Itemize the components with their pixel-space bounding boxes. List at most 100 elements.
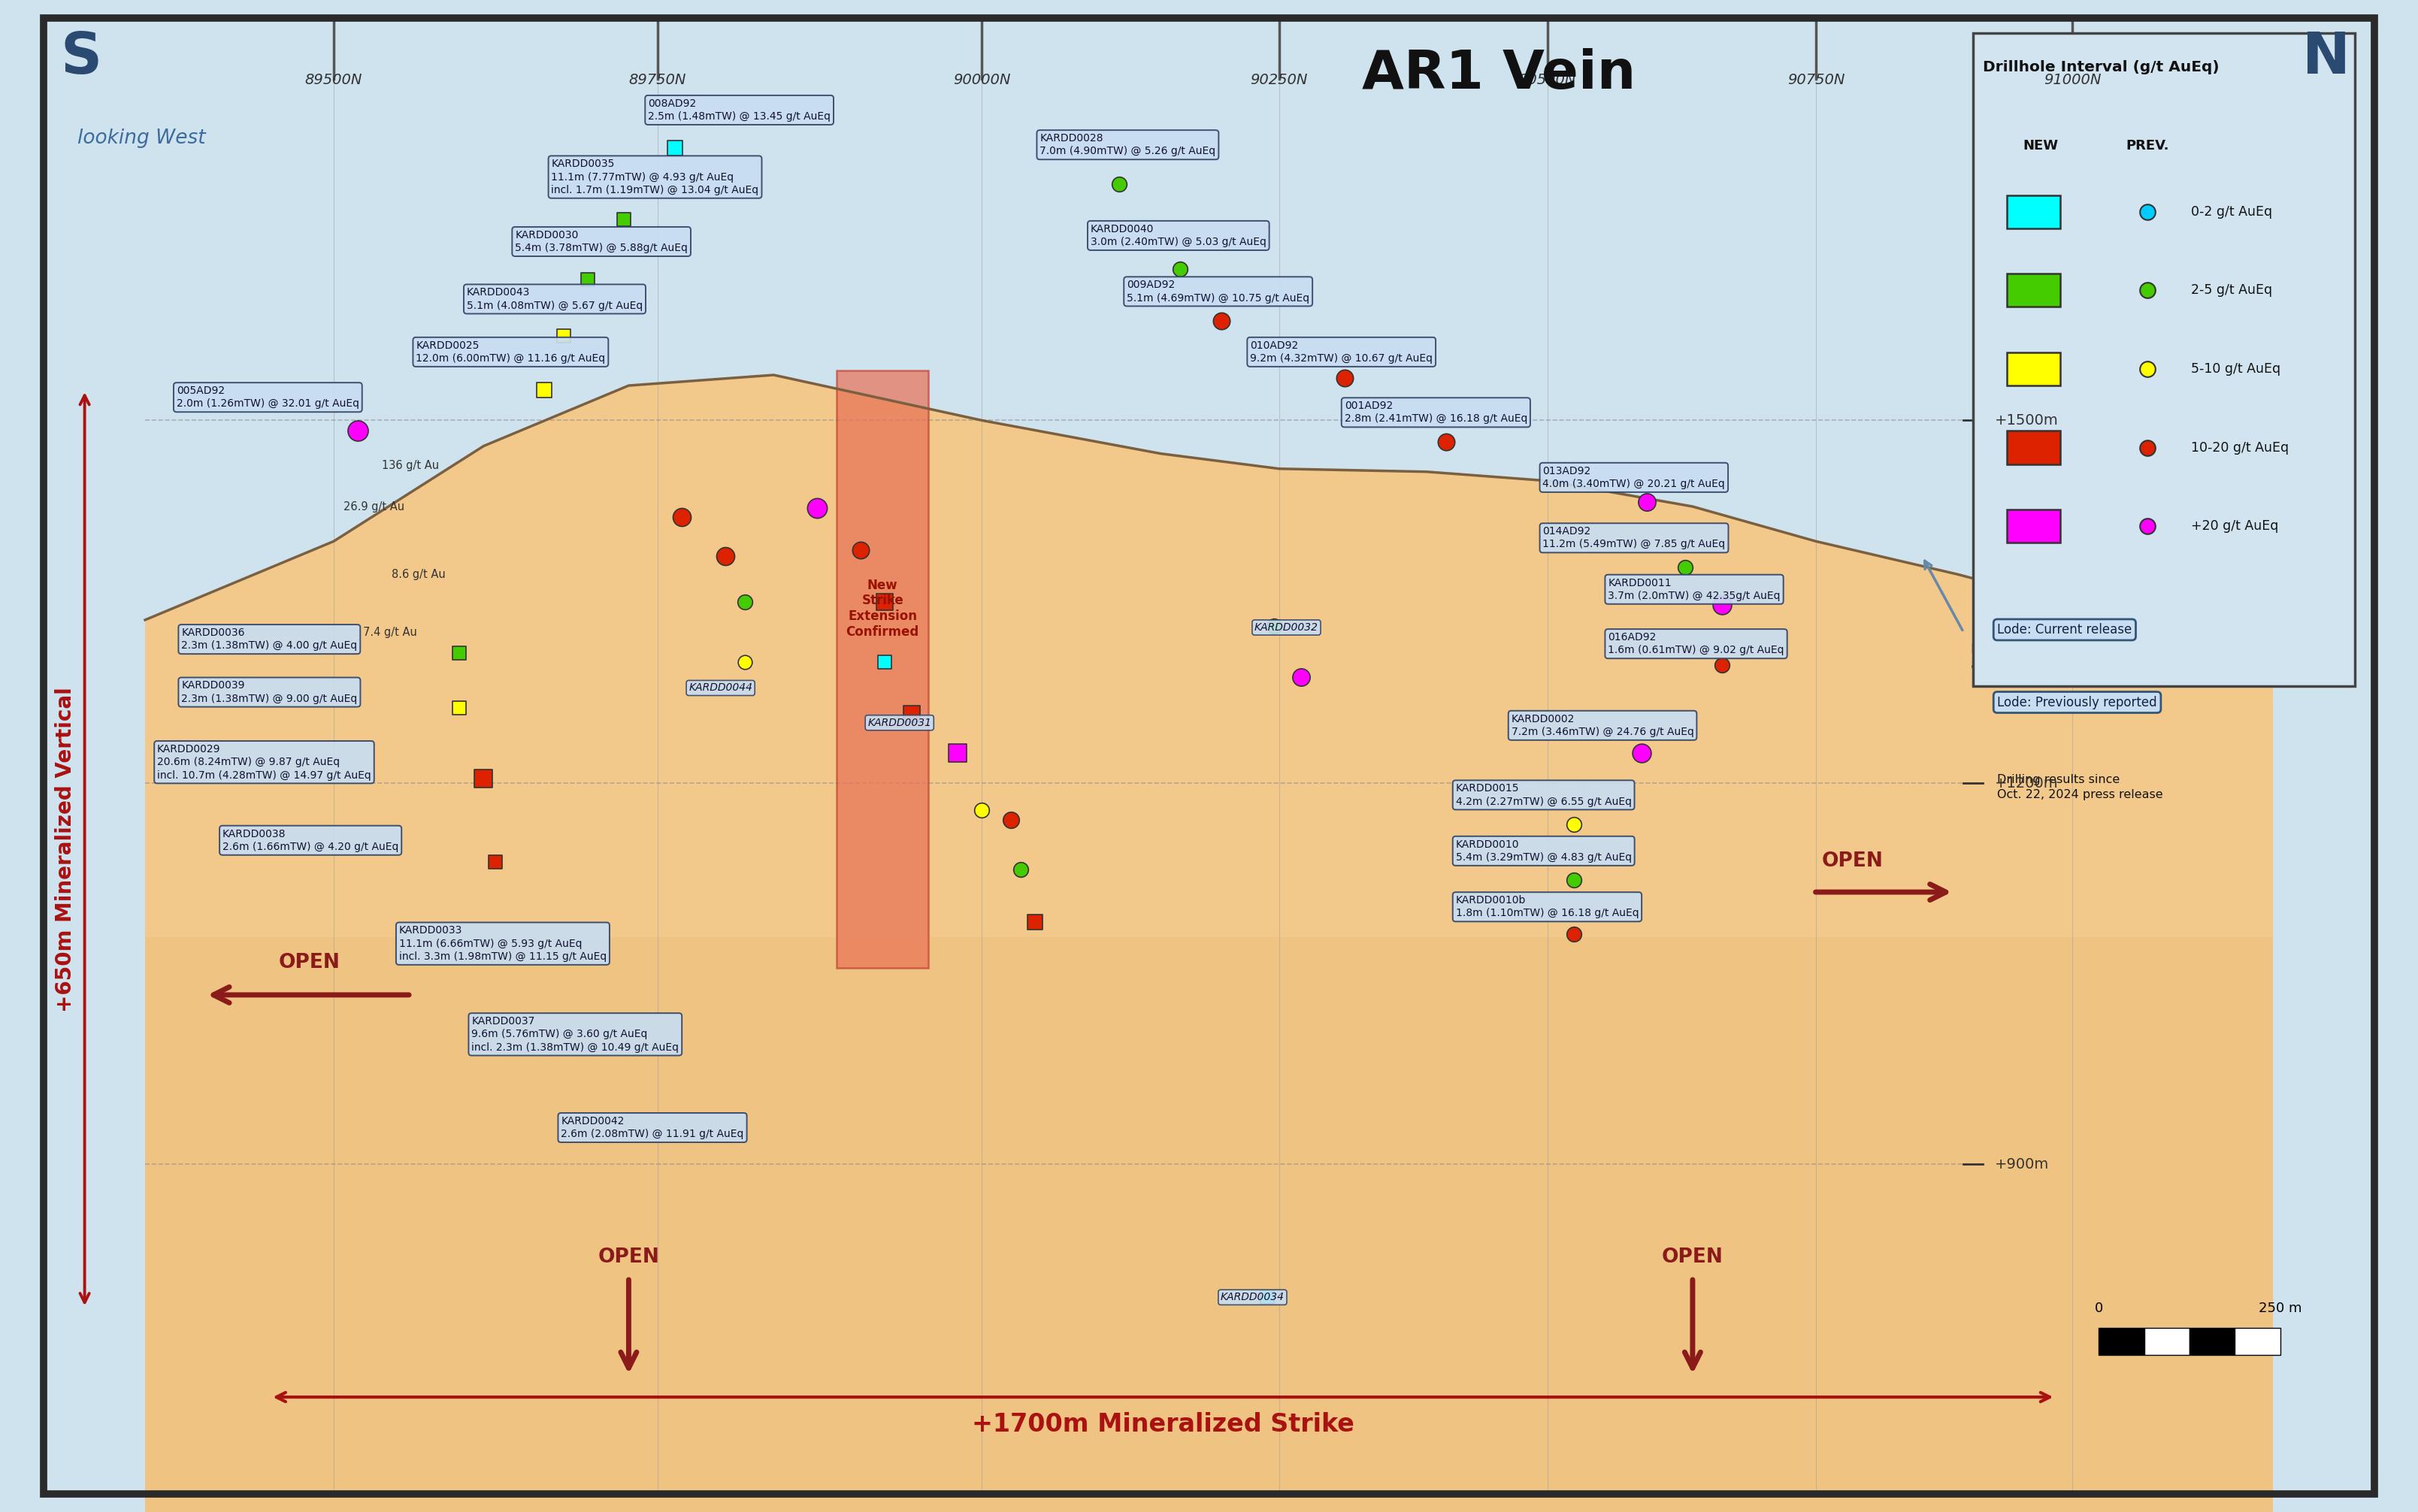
- Text: OPEN: OPEN: [1821, 851, 1884, 871]
- Text: 90500N: 90500N: [1519, 73, 1577, 86]
- Text: KARDD0037
9.6m (5.76mTW) @ 3.60 g/t AuEq
incl. 2.3m (1.38mTW) @ 10.49 g/t AuEq: KARDD0037 9.6m (5.76mTW) @ 3.60 g/t AuEq…: [472, 1016, 679, 1052]
- Point: [1702, 593, 1741, 617]
- Text: 5-10 g/t AuEq: 5-10 g/t AuEq: [2191, 363, 2280, 375]
- Text: 001AD92
2.8m (2.41mTW) @ 16.18 g/t AuEq: 001AD92 2.8m (2.41mTW) @ 16.18 g/t AuEq: [1344, 401, 1528, 425]
- Text: 013AD92
4.0m (3.40mTW) @ 20.21 g/t AuEq: 013AD92 4.0m (3.40mTW) @ 20.21 g/t AuEq: [1543, 466, 1724, 490]
- Text: KARDD0010
5.4m (3.29mTW) @ 4.83 g/t AuEq: KARDD0010 5.4m (3.29mTW) @ 4.83 g/t AuEq: [1456, 839, 1632, 863]
- Text: KARDD0034: KARDD0034: [1221, 1293, 1284, 1302]
- Bar: [2191, 1328, 2234, 1355]
- Text: N: N: [2302, 30, 2350, 86]
- Point: [2128, 357, 2167, 381]
- Text: 90250N: 90250N: [1250, 73, 1308, 86]
- Point: [464, 767, 503, 791]
- Text: KARDD0044: KARDD0044: [689, 683, 752, 692]
- Text: 0: 0: [2094, 1302, 2104, 1315]
- Point: [1427, 429, 1465, 454]
- Text: 136 g/t Au: 136 g/t Au: [382, 460, 440, 472]
- Point: [2128, 200, 2167, 224]
- Bar: [2007, 510, 2060, 543]
- Text: 7.4 g/t Au: 7.4 g/t Au: [363, 626, 416, 638]
- Text: 89500N: 89500N: [305, 73, 363, 86]
- Point: [655, 136, 694, 160]
- Point: [1555, 868, 1593, 892]
- Point: [938, 741, 977, 765]
- Text: 90000N: 90000N: [953, 73, 1011, 86]
- Text: +1700m Mineralized Strike: +1700m Mineralized Strike: [972, 1412, 1354, 1436]
- Text: OPEN: OPEN: [1661, 1247, 1724, 1267]
- Point: [1666, 555, 1705, 579]
- Point: [1702, 653, 1741, 677]
- Text: PREV.: PREV.: [2125, 139, 2169, 153]
- Text: Drilling results since
Oct. 22, 2024 press release: Drilling results since Oct. 22, 2024 pre…: [1997, 774, 2164, 800]
- Text: 008AD92
2.5m (1.48mTW) @ 13.45 g/t AuEq: 008AD92 2.5m (1.48mTW) @ 13.45 g/t AuEq: [648, 98, 832, 122]
- Text: 89750N: 89750N: [629, 73, 687, 86]
- Point: [339, 419, 377, 443]
- Point: [798, 496, 837, 520]
- Text: 014AD92
11.2m (5.49mTW) @ 7.85 g/t AuEq: 014AD92 11.2m (5.49mTW) @ 7.85 g/t AuEq: [1543, 526, 1726, 550]
- Text: looking West: looking West: [77, 129, 206, 148]
- Text: 009AD92
5.1m (4.69mTW) @ 10.75 g/t AuEq: 009AD92 5.1m (4.69mTW) @ 10.75 g/t AuEq: [1127, 280, 1311, 304]
- Point: [866, 650, 904, 674]
- Point: [440, 696, 479, 720]
- Text: +20 g/t AuEq: +20 g/t AuEq: [2191, 520, 2278, 532]
- Text: +1200m: +1200m: [1995, 776, 2058, 791]
- Point: [1282, 665, 1320, 689]
- Bar: [2007, 195, 2060, 228]
- Point: [1001, 857, 1040, 881]
- Text: KARDD0010b
1.8m (1.10mTW) @ 16.18 g/t AuEq: KARDD0010b 1.8m (1.10mTW) @ 16.18 g/t Au…: [1456, 895, 1639, 919]
- Point: [725, 650, 764, 674]
- Point: [2128, 514, 2167, 538]
- Point: [1622, 741, 1661, 765]
- Bar: [2007, 274, 2060, 307]
- Point: [892, 702, 931, 726]
- Bar: [2007, 352, 2060, 386]
- Text: KARDD0028
7.0m (4.90mTW) @ 5.26 g/t AuEq: KARDD0028 7.0m (4.90mTW) @ 5.26 g/t AuEq: [1040, 133, 1216, 157]
- Text: Lode: Previously reported: Lode: Previously reported: [1997, 696, 2157, 709]
- Bar: [2099, 1328, 2145, 1355]
- Polygon shape: [145, 375, 2273, 1512]
- Text: Local workings
at surface: Local workings at surface: [1971, 643, 2067, 671]
- Point: [1161, 257, 1199, 281]
- Text: 010AD92
9.2m (4.32mTW) @ 10.67 g/t AuEq: 010AD92 9.2m (4.32mTW) @ 10.67 g/t AuEq: [1250, 340, 1434, 364]
- Text: KARDD0038
2.6m (1.66mTW) @ 4.20 g/t AuEq: KARDD0038 2.6m (1.66mTW) @ 4.20 g/t AuEq: [222, 829, 399, 853]
- Text: KARDD0040
3.0m (2.40mTW) @ 5.03 g/t AuEq: KARDD0040 3.0m (2.40mTW) @ 5.03 g/t AuEq: [1091, 224, 1267, 248]
- Text: 016AD92
1.6m (0.61mTW) @ 9.02 g/t AuEq: 016AD92 1.6m (0.61mTW) @ 9.02 g/t AuEq: [1608, 632, 1784, 656]
- Bar: [1973, 33, 2355, 686]
- Text: +900m: +900m: [1995, 1157, 2048, 1172]
- Point: [1627, 490, 1666, 514]
- Text: New
Strike
Extension
Confirmed: New Strike Extension Confirmed: [846, 579, 919, 638]
- Point: [1100, 172, 1139, 197]
- Text: KARDD0033
11.1m (6.66mTW) @ 5.93 g/t AuEq
incl. 3.3m (1.98mTW) @ 11.15 g/t AuEq: KARDD0033 11.1m (6.66mTW) @ 5.93 g/t AuE…: [399, 925, 607, 962]
- Text: 2-5 g/t AuEq: 2-5 g/t AuEq: [2191, 284, 2273, 296]
- Text: KARDD0035
11.1m (7.77mTW) @ 4.93 g/t AuEq
incl. 1.7m (1.19mTW) @ 13.04 g/t AuEq: KARDD0035 11.1m (7.77mTW) @ 4.93 g/t AuE…: [551, 159, 759, 195]
- Text: KARDD0043
5.1m (4.08mTW) @ 5.67 g/t AuEq: KARDD0043 5.1m (4.08mTW) @ 5.67 g/t AuEq: [467, 287, 643, 311]
- Point: [568, 268, 607, 292]
- Point: [991, 807, 1030, 832]
- Text: 10-20 g/t AuEq: 10-20 g/t AuEq: [2191, 442, 2287, 454]
- Text: KARDD0015
4.2m (2.27mTW) @ 6.55 g/t AuEq: KARDD0015 4.2m (2.27mTW) @ 6.55 g/t AuEq: [1456, 783, 1632, 807]
- Point: [1555, 922, 1593, 947]
- Text: +1500m: +1500m: [1995, 413, 2058, 428]
- Point: [866, 590, 904, 614]
- Text: Lode: Current release: Lode: Current release: [1997, 623, 2133, 637]
- Point: [1016, 910, 1054, 934]
- Bar: [837, 370, 929, 968]
- Point: [525, 378, 563, 402]
- Text: KARDD0025
12.0m (6.00mTW) @ 11.16 g/t AuEq: KARDD0025 12.0m (6.00mTW) @ 11.16 g/t Au…: [416, 340, 604, 364]
- Text: KARDD0029
20.6m (8.24mTW) @ 9.87 g/t AuEq
incl. 10.7m (4.28mTW) @ 14.97 g/t AuEq: KARDD0029 20.6m (8.24mTW) @ 9.87 g/t AuE…: [157, 744, 372, 780]
- Text: AR1 Vein: AR1 Vein: [1361, 48, 1637, 100]
- Text: 250 m: 250 m: [2258, 1302, 2302, 1315]
- Text: 0-2 g/t AuEq: 0-2 g/t AuEq: [2191, 206, 2273, 218]
- Polygon shape: [145, 937, 2273, 1512]
- Point: [1555, 812, 1593, 836]
- Text: KARDD0002
7.2m (3.46mTW) @ 24.76 g/t AuEq: KARDD0002 7.2m (3.46mTW) @ 24.76 g/t AuE…: [1511, 714, 1693, 738]
- Text: 8.6 g/t Au: 8.6 g/t Au: [392, 569, 445, 581]
- Text: KARDD0030
5.4m (3.78mTW) @ 5.88g/t AuEq: KARDD0030 5.4m (3.78mTW) @ 5.88g/t AuEq: [515, 230, 687, 254]
- Point: [1255, 614, 1294, 638]
- Point: [1325, 366, 1364, 390]
- Point: [476, 850, 515, 874]
- Point: [2128, 435, 2167, 460]
- Text: +650m Mineralized Vertical: +650m Mineralized Vertical: [56, 686, 75, 1013]
- Text: KARDD0042
2.6m (2.08mTW) @ 11.91 g/t AuEq: KARDD0042 2.6m (2.08mTW) @ 11.91 g/t AuE…: [561, 1116, 745, 1140]
- Point: [962, 798, 1001, 823]
